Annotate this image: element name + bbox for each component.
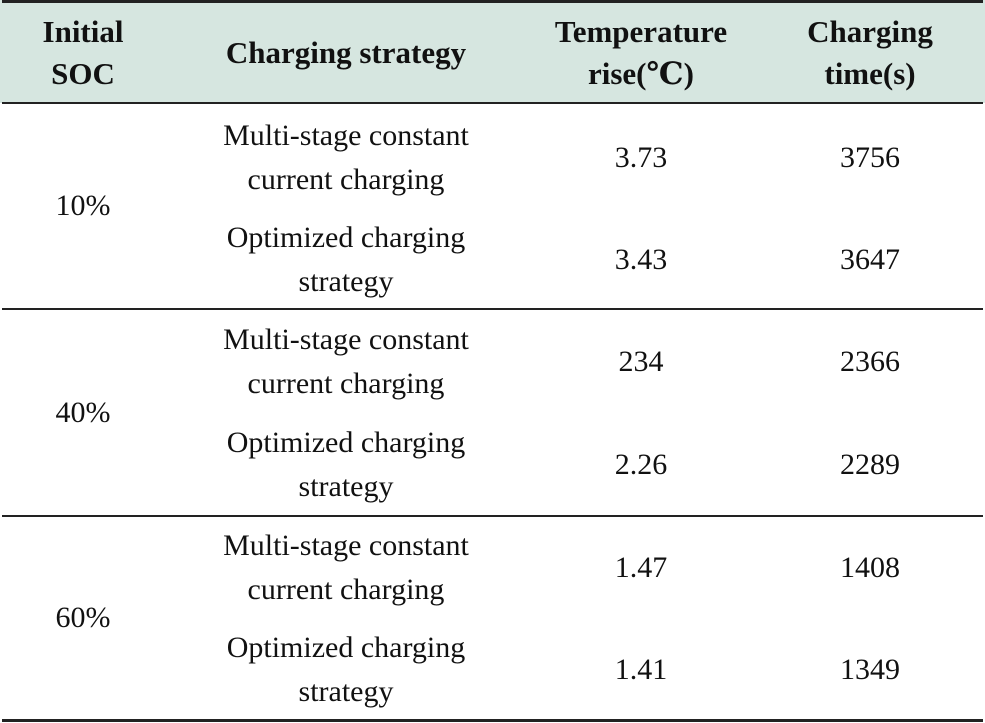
time-cell: 2366 bbox=[840, 345, 900, 378]
group-rule bbox=[2, 308, 983, 310]
temp-cell: 1.47 bbox=[614, 551, 668, 584]
soc-cell: 40% bbox=[55, 395, 111, 429]
header-rule bbox=[2, 102, 983, 104]
strategy-cell: Optimized charging strategy bbox=[226, 426, 466, 503]
soc-cell: 10% bbox=[55, 189, 111, 222]
temp-cell: 3.43 bbox=[614, 243, 668, 276]
temp-cell: 3.73 bbox=[614, 141, 668, 174]
table-header bbox=[0, 0, 985, 103]
strategy-cell: Multi-stage constant current charging bbox=[223, 323, 469, 400]
strategy-cell: Optimized charging strategy bbox=[226, 631, 466, 708]
header-temperature-rise: Temperature rise(℃) bbox=[554, 13, 728, 91]
group-rule bbox=[2, 515, 983, 517]
header-charging-time: Charging time(s) bbox=[807, 13, 933, 91]
soc-cell: 60% bbox=[55, 601, 111, 634]
time-cell: 1349 bbox=[840, 653, 900, 686]
strategy-cell: Multi-stage constant current charging bbox=[223, 119, 469, 196]
temp-cell: 2.26 bbox=[614, 448, 668, 481]
strategy-cell: Optimized charging strategy bbox=[226, 221, 466, 298]
time-cell: 3647 bbox=[840, 243, 900, 276]
top-rule bbox=[2, 0, 983, 3]
header-charging-strategy: Charging strategy bbox=[225, 34, 467, 70]
time-cell: 1408 bbox=[840, 551, 900, 584]
header-initial-soc: Initial SOC bbox=[42, 13, 124, 91]
temp-cell: 234 bbox=[618, 345, 664, 378]
bottom-rule bbox=[2, 719, 983, 722]
time-cell: 2289 bbox=[840, 448, 900, 481]
strategy-cell: Multi-stage constant current charging bbox=[223, 529, 469, 606]
time-cell: 3756 bbox=[840, 141, 900, 174]
temp-cell: 1.41 bbox=[614, 653, 668, 686]
